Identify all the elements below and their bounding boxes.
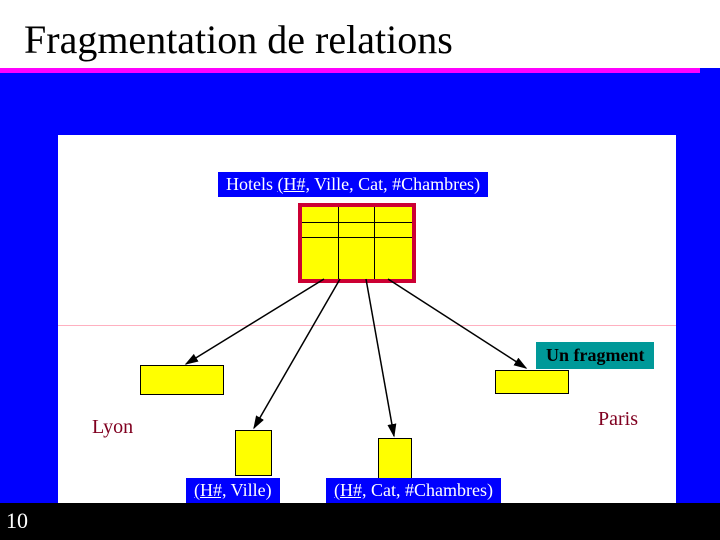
relation-schema-label: Hotels (H#, Ville, Cat, #Chambres) bbox=[218, 172, 488, 197]
relation-key: (H#, bbox=[278, 174, 311, 194]
vertical-fragment-right-label: (H#, Cat, #Chambres) bbox=[326, 478, 501, 503]
relation-name: Hotels bbox=[226, 174, 278, 194]
table-body bbox=[302, 207, 412, 279]
fragment-box bbox=[495, 370, 569, 394]
city-left-label: Lyon bbox=[92, 416, 133, 439]
vf-right-rest: Cat, #Chambres) bbox=[367, 480, 493, 500]
fragment-caption: Un fragment bbox=[536, 342, 654, 369]
fragment-box bbox=[235, 430, 272, 476]
relation-table bbox=[298, 203, 416, 283]
footer-bar bbox=[0, 503, 720, 540]
vertical-fragment-left-label: (H#, Ville) bbox=[186, 478, 280, 503]
title-underline bbox=[0, 68, 700, 73]
city-right-label: Paris bbox=[598, 408, 638, 431]
table-row-divider bbox=[302, 222, 412, 223]
vf-left-key: (H#, bbox=[194, 480, 227, 500]
table-row-divider bbox=[302, 237, 412, 238]
title-area: Fragmentation de relations bbox=[0, 0, 720, 73]
horizontal-separator bbox=[58, 325, 676, 326]
table-col-divider bbox=[374, 207, 375, 279]
relation-attrs: Ville, Cat, #Chambres) bbox=[310, 174, 480, 194]
title-text: Fragmentation de relations bbox=[24, 17, 453, 62]
fragment-box bbox=[378, 438, 412, 480]
fragment-caption-text: Un fragment bbox=[546, 345, 644, 365]
city-left-text: Lyon bbox=[92, 416, 133, 438]
vf-right-key: (H#, bbox=[334, 480, 367, 500]
page-number-text: 10 bbox=[6, 508, 28, 533]
vf-left-rest: Ville) bbox=[227, 480, 272, 500]
fragment-box bbox=[140, 365, 224, 395]
table-col-divider bbox=[338, 207, 339, 279]
page-title: Fragmentation de relations bbox=[0, 0, 720, 68]
city-right-text: Paris bbox=[598, 408, 638, 430]
page-number: 10 bbox=[6, 508, 28, 534]
